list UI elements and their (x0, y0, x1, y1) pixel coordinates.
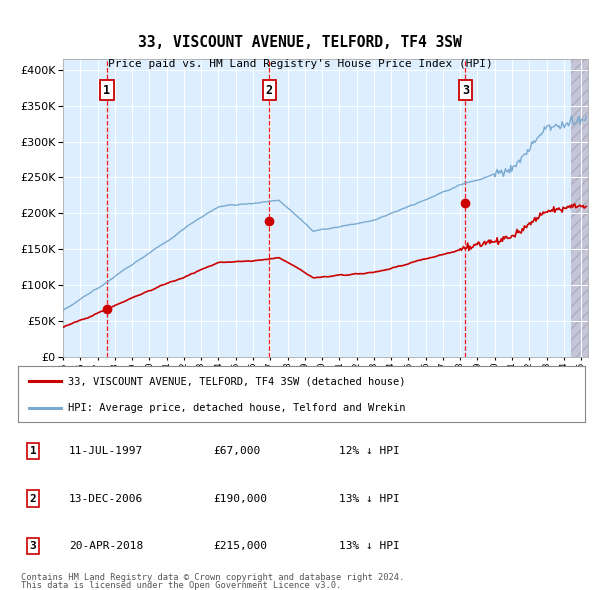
Text: 13% ↓ HPI: 13% ↓ HPI (339, 541, 400, 550)
Text: 1: 1 (29, 447, 37, 456)
Text: 13% ↓ HPI: 13% ↓ HPI (339, 494, 400, 503)
Text: £190,000: £190,000 (213, 494, 267, 503)
Text: Contains HM Land Registry data © Crown copyright and database right 2024.: Contains HM Land Registry data © Crown c… (21, 572, 404, 582)
Text: 3: 3 (462, 84, 469, 97)
Text: 11-JUL-1997: 11-JUL-1997 (69, 447, 143, 456)
Text: 2: 2 (266, 84, 273, 97)
Text: 12% ↓ HPI: 12% ↓ HPI (339, 447, 400, 456)
Text: 2: 2 (29, 494, 37, 503)
Text: 1: 1 (103, 84, 110, 97)
Text: 20-APR-2018: 20-APR-2018 (69, 541, 143, 550)
Text: £67,000: £67,000 (213, 447, 260, 456)
Text: 33, VISCOUNT AVENUE, TELFORD, TF4 3SW (detached house): 33, VISCOUNT AVENUE, TELFORD, TF4 3SW (d… (68, 376, 406, 386)
Text: £215,000: £215,000 (213, 541, 267, 550)
Text: Price paid vs. HM Land Registry's House Price Index (HPI): Price paid vs. HM Land Registry's House … (107, 59, 493, 69)
Text: 13-DEC-2006: 13-DEC-2006 (69, 494, 143, 503)
Text: 3: 3 (29, 541, 37, 550)
Text: This data is licensed under the Open Government Licence v3.0.: This data is licensed under the Open Gov… (21, 581, 341, 590)
Text: HPI: Average price, detached house, Telford and Wrekin: HPI: Average price, detached house, Telf… (68, 403, 406, 413)
Text: 33, VISCOUNT AVENUE, TELFORD, TF4 3SW: 33, VISCOUNT AVENUE, TELFORD, TF4 3SW (138, 35, 462, 50)
